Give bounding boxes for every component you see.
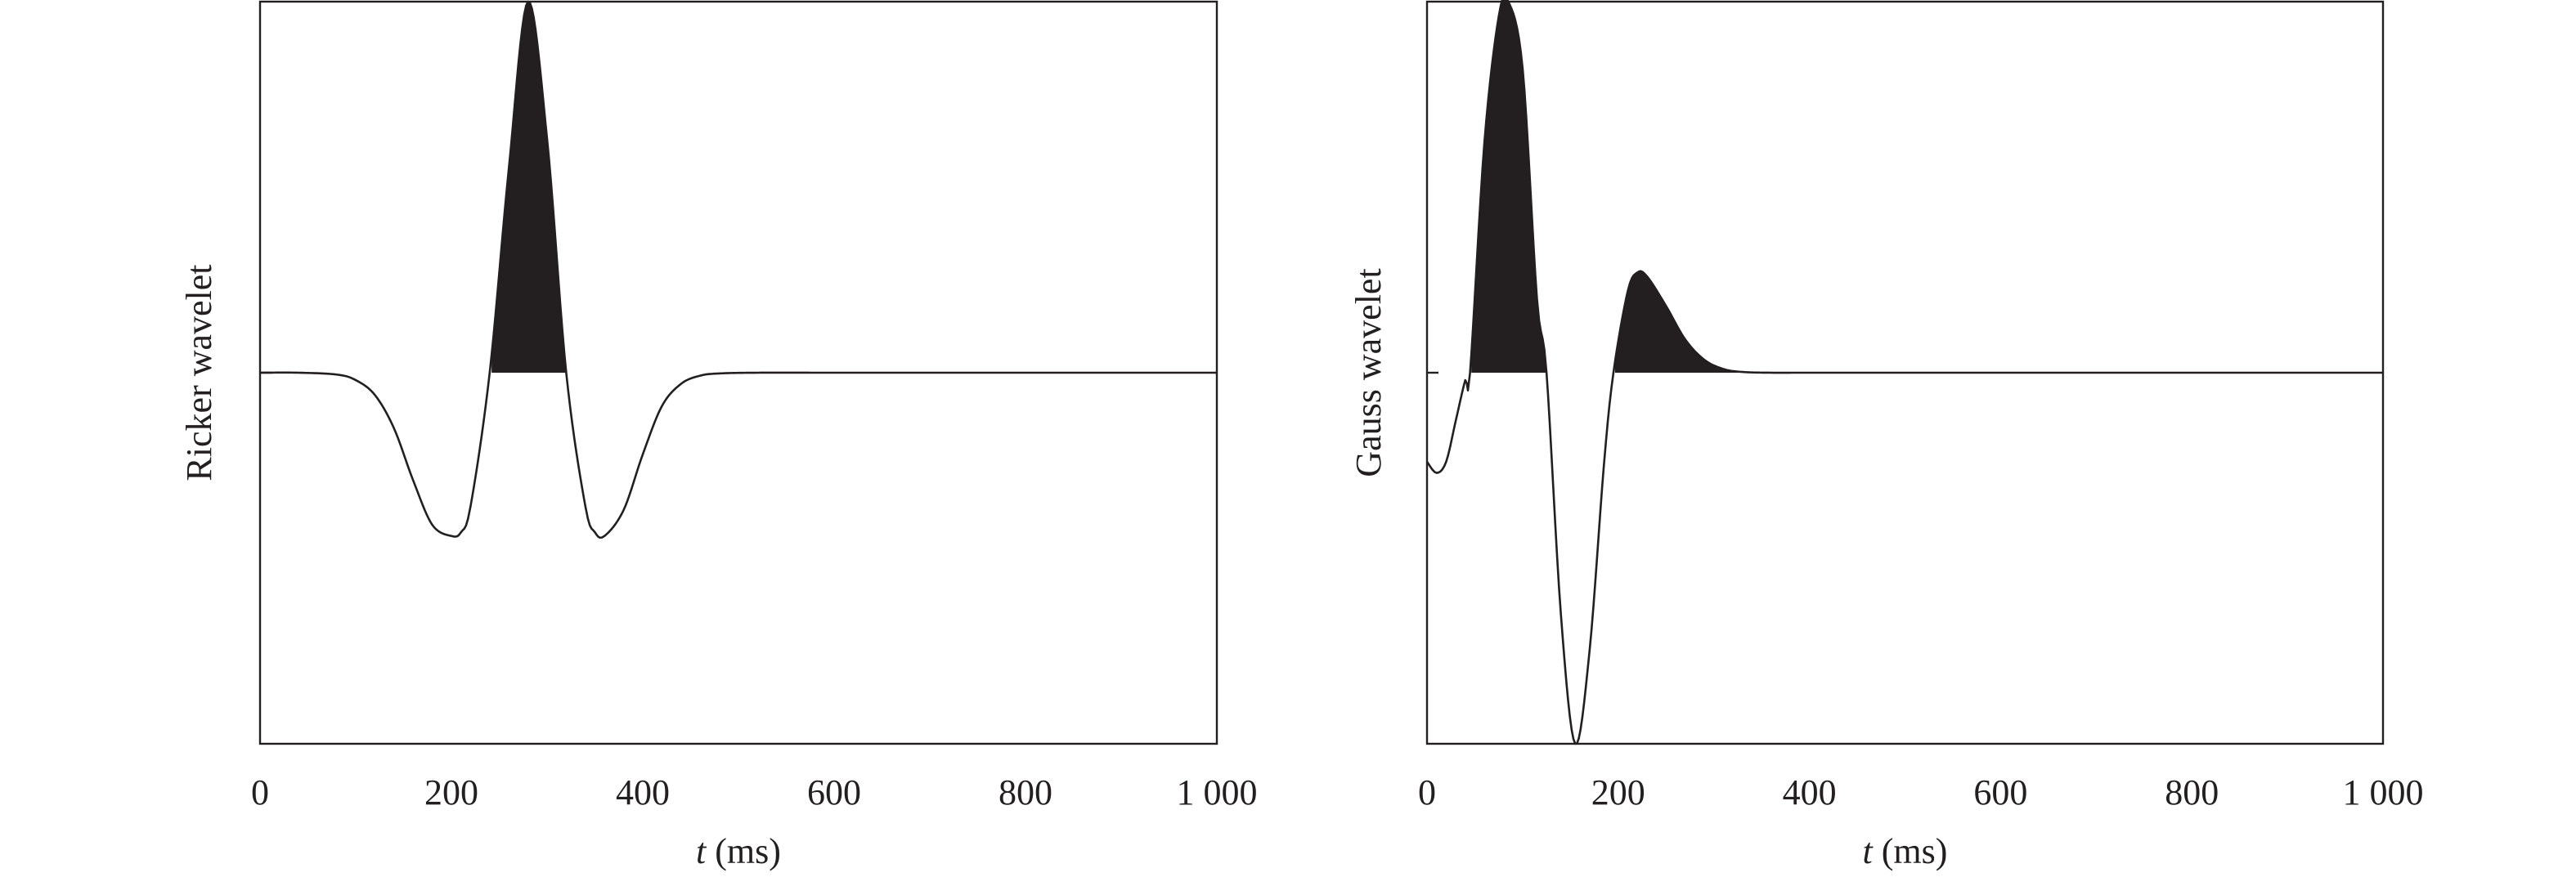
ricker-waveform-line <box>259 0 1218 539</box>
gauss-y-axis-label: Gauss wavelet <box>1349 268 1389 477</box>
gauss-x-tick-label: 1 000 <box>2343 772 2424 812</box>
ricker-x-axis-unit: (ms) <box>706 831 781 871</box>
ricker-x-tick-label: 400 <box>616 772 670 812</box>
ricker-y-axis-label: Ricker wavelet <box>179 264 219 481</box>
gauss-x-tick-label: 600 <box>1973 772 2027 812</box>
ricker-panel: 0 200 400 600 800 1 000 Ricker wavelet t (ms) <box>179 0 1258 871</box>
gauss-x-axis-unit: (ms) <box>1873 831 1948 871</box>
ricker-x-tick-label: 600 <box>807 772 861 812</box>
gauss-x-tick-label: 800 <box>2165 772 2219 812</box>
gauss-positive-fill <box>1471 0 1771 373</box>
gauss-x-tick-label: 400 <box>1783 772 1837 812</box>
ricker-x-tick-label: 200 <box>424 772 478 812</box>
ricker-x-tick-label: 0 <box>251 772 269 812</box>
gauss-panel: 0 200 400 600 800 1 000 Gauss wavelet t (ms) <box>1349 0 2424 871</box>
ricker-x-axis-variable: t <box>696 831 707 871</box>
ricker-positive-fill <box>261 2 834 373</box>
gauss-x-axis-variable: t <box>1863 831 1874 871</box>
ricker-x-axis-label: t (ms) <box>696 831 781 871</box>
gauss-x-tick-label: 200 <box>1591 772 1645 812</box>
gauss-x-axis-label: t (ms) <box>1863 831 1948 871</box>
ricker-x-tick-label: 1 000 <box>1177 772 1258 812</box>
ricker-x-tick-label: 800 <box>999 772 1052 812</box>
ricker-x-tick-labels: 0 200 400 600 800 1 000 <box>251 772 1258 812</box>
gauss-x-tick-label: 0 <box>1418 772 1436 812</box>
gauss-x-tick-labels: 0 200 400 600 800 1 000 <box>1418 772 2424 812</box>
gauss-waveform-line <box>1425 0 2384 745</box>
